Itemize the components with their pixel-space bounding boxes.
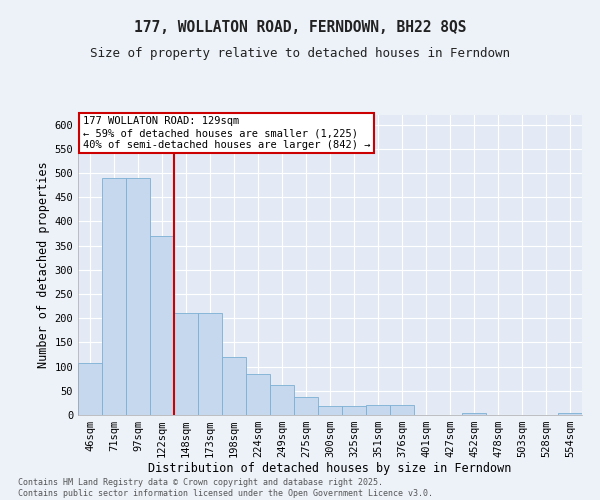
Bar <box>126 178 150 415</box>
Y-axis label: Number of detached properties: Number of detached properties <box>37 162 50 368</box>
Bar <box>342 406 366 415</box>
Bar <box>198 314 222 415</box>
Bar <box>174 314 198 415</box>
Bar <box>318 406 342 415</box>
Bar <box>222 357 246 415</box>
Text: Size of property relative to detached houses in Ferndown: Size of property relative to detached ho… <box>90 48 510 60</box>
Bar <box>246 374 270 415</box>
Bar <box>150 236 174 415</box>
Bar <box>270 385 294 415</box>
Bar <box>102 178 126 415</box>
Bar <box>78 363 102 415</box>
Text: 177, WOLLATON ROAD, FERNDOWN, BH22 8QS: 177, WOLLATON ROAD, FERNDOWN, BH22 8QS <box>134 20 466 35</box>
Bar <box>462 412 486 415</box>
Bar <box>390 406 414 415</box>
Bar <box>558 412 582 415</box>
X-axis label: Distribution of detached houses by size in Ferndown: Distribution of detached houses by size … <box>148 462 512 474</box>
Text: 177 WOLLATON ROAD: 129sqm
← 59% of detached houses are smaller (1,225)
40% of se: 177 WOLLATON ROAD: 129sqm ← 59% of detac… <box>83 116 371 150</box>
Text: Contains HM Land Registry data © Crown copyright and database right 2025.
Contai: Contains HM Land Registry data © Crown c… <box>18 478 433 498</box>
Bar <box>294 397 318 415</box>
Bar <box>366 406 390 415</box>
